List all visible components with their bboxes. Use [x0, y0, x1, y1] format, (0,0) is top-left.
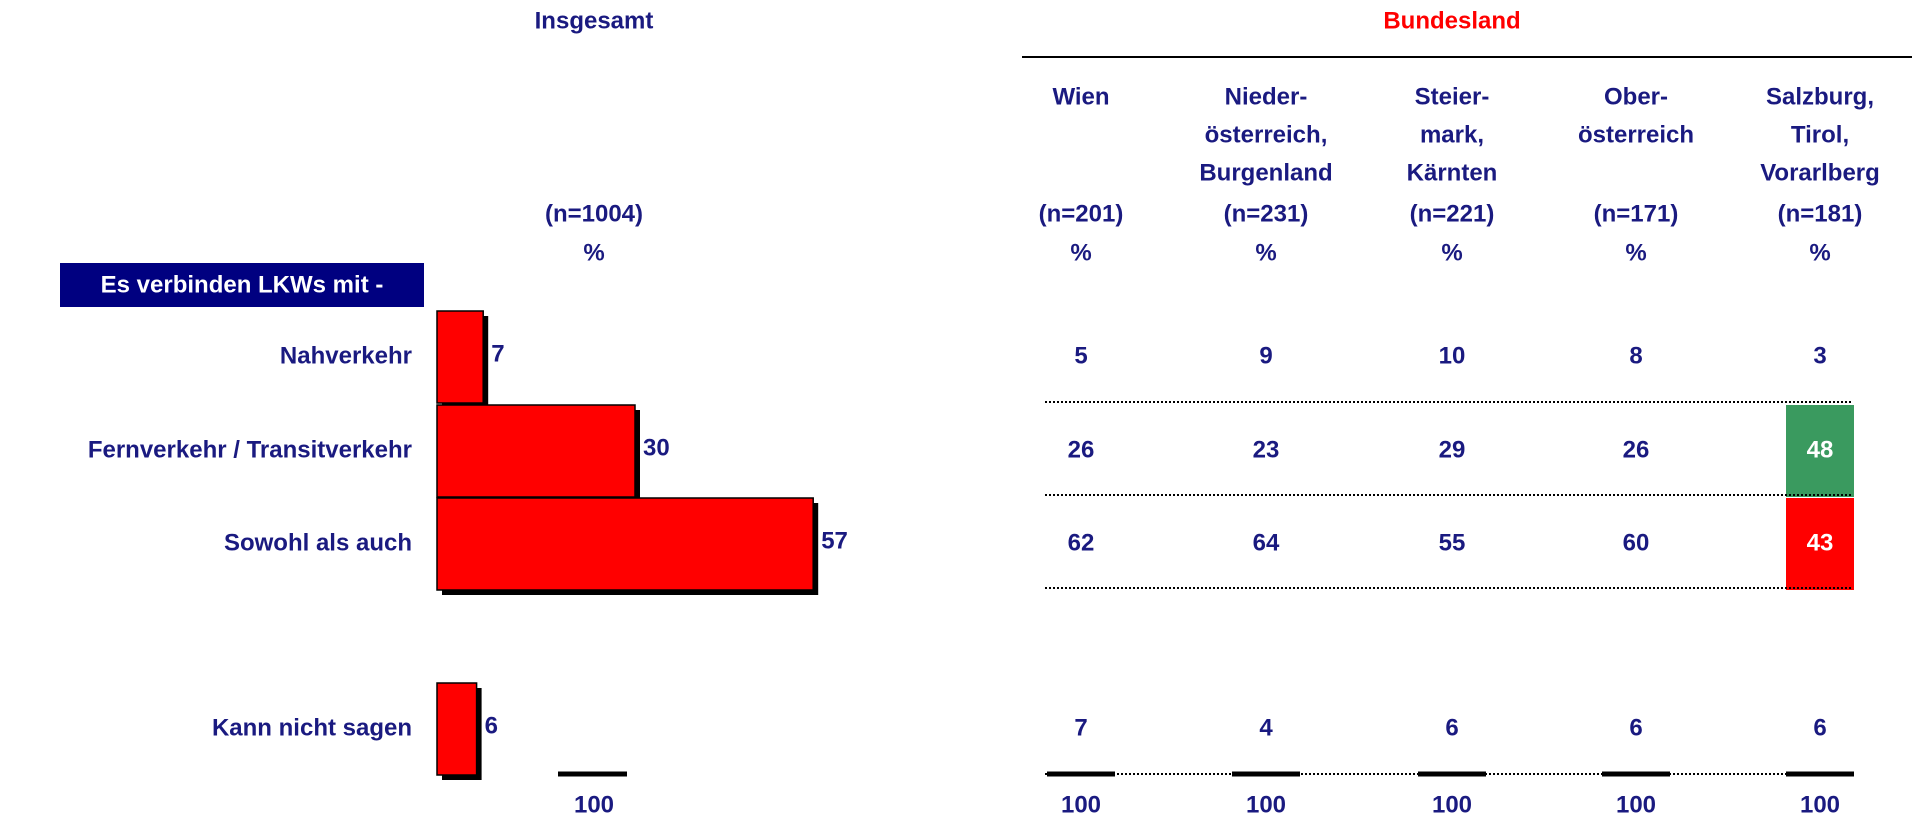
bar: [436, 682, 478, 776]
cell-value: 55: [1439, 529, 1466, 556]
column-n: (n=181): [1778, 200, 1863, 227]
bar: [436, 497, 814, 591]
column-unit: %: [1255, 239, 1276, 266]
left-title: Insgesamt: [535, 7, 654, 34]
column-header: Wien: [1052, 83, 1109, 110]
n-label: (n=1004): [545, 200, 643, 227]
column-header: Ober-: [1604, 83, 1668, 110]
column-total: 100: [1800, 791, 1840, 818]
column-header: Steier-: [1415, 83, 1490, 110]
column-n: (n=201): [1039, 200, 1124, 227]
cell-value: 48: [1807, 436, 1834, 463]
bar-value: 6: [485, 712, 498, 739]
right-title: Bundesland: [1383, 7, 1520, 34]
cell-value: 6: [1445, 714, 1458, 741]
column-n: (n=171): [1594, 200, 1679, 227]
cell-value: 60: [1623, 529, 1650, 556]
total-value: 100: [574, 791, 614, 818]
category-label: Kann nicht sagen: [212, 714, 412, 741]
column-total: 100: [1061, 791, 1101, 818]
cell-value: 9: [1259, 342, 1272, 369]
bar-value: 57: [821, 527, 848, 554]
column-header: Burgenland: [1199, 159, 1332, 186]
column-header: Nieder-: [1225, 83, 1308, 110]
cell-highlight: [1786, 498, 1854, 590]
column-n: (n=231): [1224, 200, 1309, 227]
category-label: Nahverkehr: [280, 342, 412, 369]
column-unit: %: [1441, 239, 1462, 266]
column-header: Tirol,: [1791, 121, 1849, 148]
cell-value: 10: [1439, 342, 1466, 369]
column-total: 100: [1616, 791, 1656, 818]
cell-value: 29: [1439, 436, 1466, 463]
cell-value: 4: [1259, 714, 1273, 741]
column-header: Kärnten: [1407, 159, 1498, 186]
bar-value: 30: [643, 434, 670, 461]
cell-value: 23: [1253, 436, 1280, 463]
cell-value: 62: [1068, 529, 1095, 556]
label-box-text: Es verbinden LKWs mit -: [101, 271, 384, 298]
column-n: (n=221): [1410, 200, 1495, 227]
cell-value: 43: [1807, 529, 1834, 556]
label-box: [60, 263, 424, 307]
bar: [436, 404, 636, 498]
column-unit: %: [1625, 239, 1646, 266]
bar: [436, 310, 484, 404]
bar-value: 7: [491, 340, 504, 367]
column-header: mark,: [1420, 121, 1484, 148]
cell-value: 64: [1253, 529, 1280, 556]
column-total: 100: [1246, 791, 1286, 818]
column-unit: %: [1809, 239, 1830, 266]
cell-value: 26: [1068, 436, 1095, 463]
column-header: österreich: [1578, 121, 1694, 148]
column-header: Salzburg,: [1766, 83, 1874, 110]
cell-value: 6: [1813, 714, 1826, 741]
cell-value: 26: [1623, 436, 1650, 463]
unit-label: %: [583, 239, 604, 266]
column-header: Vorarlberg: [1760, 159, 1880, 186]
column-header: österreich,: [1205, 121, 1328, 148]
column-total: 100: [1432, 791, 1472, 818]
cell-value: 8: [1629, 342, 1642, 369]
column-unit: %: [1070, 239, 1091, 266]
category-label: Sowohl als auch: [224, 529, 412, 556]
cell-value: 7: [1074, 714, 1087, 741]
cell-highlight: [1786, 405, 1854, 497]
cell-value: 6: [1629, 714, 1642, 741]
cell-value: 5: [1074, 342, 1087, 369]
category-label: Fernverkehr / Transitverkehr: [88, 436, 412, 463]
cell-value: 3: [1813, 342, 1826, 369]
